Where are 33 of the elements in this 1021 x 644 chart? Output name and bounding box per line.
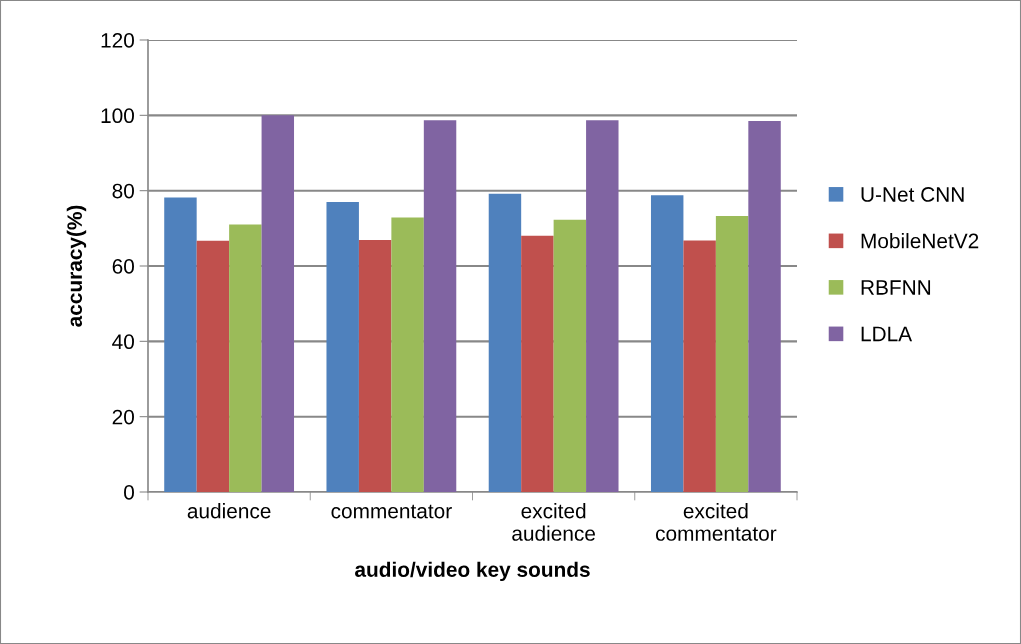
x-tick-label: excited audience: [512, 503, 595, 541]
legend-label: LDLA: [861, 326, 913, 342]
x-tick-label: commentator: [331, 504, 452, 519]
x-tick-label: audience: [187, 503, 271, 519]
bar: [521, 235, 554, 492]
bar: [326, 201, 359, 492]
y-axis-title: accuracy(%): [66, 205, 87, 327]
bar: [391, 217, 424, 492]
y-tick-label: 20: [112, 409, 134, 425]
bar: [261, 115, 295, 492]
bar: [196, 240, 230, 492]
x-axis-title: audio/video key sounds: [355, 561, 590, 582]
y-tick-label: 120: [101, 33, 134, 48]
bar: [358, 240, 392, 492]
y-tick-label: 100: [101, 108, 134, 124]
bar: [553, 219, 587, 492]
bar: [164, 197, 197, 492]
y-tick-label: 60: [112, 259, 134, 274]
bar: [229, 224, 262, 492]
y-tick-label: 80: [112, 183, 134, 199]
y-tick-label: 40: [112, 334, 134, 350]
bar: [715, 215, 749, 492]
bar: [423, 120, 457, 492]
legend-label: U-Net CNN: [861, 187, 964, 202]
bar: [748, 120, 781, 492]
x-tick-label: excited commentator: [655, 503, 777, 541]
y-tick-label: 0: [124, 485, 134, 500]
bar: [650, 195, 684, 492]
legend-label: MobileNetV2: [861, 233, 979, 249]
bar: [488, 193, 522, 492]
bar: [586, 120, 619, 492]
legend-label: RBFNN: [861, 280, 931, 295]
bar: [683, 240, 716, 492]
